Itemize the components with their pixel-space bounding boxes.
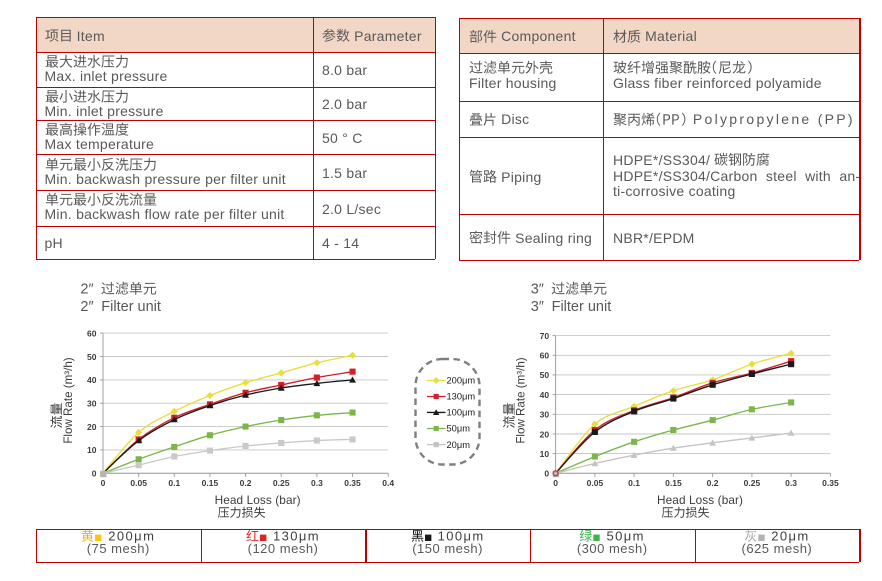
svg-text:0.1: 0.1 [168,478,180,488]
svg-text:Filter unit: Filter unit [101,299,161,315]
svg-text:60: 60 [540,351,550,361]
svg-text:10: 10 [87,445,97,455]
svg-text:0.35: 0.35 [344,478,361,488]
svg-text:Head Loss (bar): Head Loss (bar) [657,493,743,507]
svg-text:30: 30 [87,399,97,409]
svg-text:0.2: 0.2 [240,478,252,488]
svg-text:Filter unit: Filter unit [552,299,612,315]
svg-text:0: 0 [101,478,106,488]
svg-text:100μm: 100μm [447,408,476,418]
svg-text:0.3: 0.3 [785,478,797,488]
svg-text:0.1: 0.1 [628,478,640,488]
svg-text:0.15: 0.15 [665,478,682,488]
svg-text:20: 20 [87,422,97,432]
svg-text:Flow Rate (m³/h): Flow Rate (m³/h) [515,357,528,443]
svg-text:130μm: 130μm [447,392,476,402]
svg-text:40: 40 [87,375,97,385]
svg-text:0.25: 0.25 [744,478,761,488]
svg-text:2″: 2″ [80,299,93,315]
svg-text:0.35: 0.35 [822,478,839,488]
svg-text:70: 70 [540,331,550,341]
svg-text:0: 0 [553,478,558,488]
svg-text:0.4: 0.4 [382,478,394,488]
svg-text:60: 60 [87,328,97,338]
svg-text:Flow Rate (m³/h): Flow Rate (m³/h) [62,357,75,443]
svg-text:Head Loss (bar): Head Loss (bar) [215,493,301,507]
svg-text:0: 0 [92,469,97,479]
svg-text:2″: 2″ [80,282,93,298]
svg-text:40: 40 [540,390,550,400]
svg-text:50μm: 50μm [447,424,471,434]
svg-text:3″: 3″ [531,282,544,298]
svg-text:50: 50 [87,352,97,362]
svg-text:3″: 3″ [531,299,544,315]
svg-text:50: 50 [540,370,550,380]
svg-text:0.15: 0.15 [202,478,219,488]
svg-text:10: 10 [540,449,550,459]
svg-text:20μm: 20μm [447,440,471,450]
svg-text:200μm: 200μm [447,376,476,386]
svg-text:0: 0 [544,469,549,479]
svg-text:0.05: 0.05 [587,478,604,488]
svg-text:30: 30 [540,410,550,420]
svg-text:0.2: 0.2 [707,478,719,488]
svg-text:0.3: 0.3 [311,478,323,488]
svg-text:0.05: 0.05 [130,478,147,488]
svg-text:0.25: 0.25 [273,478,290,488]
svg-text:20: 20 [540,429,550,439]
